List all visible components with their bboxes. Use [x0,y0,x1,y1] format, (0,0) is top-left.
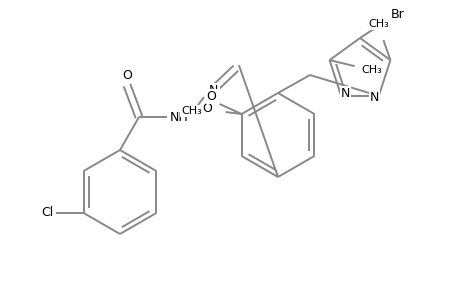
Text: O: O [206,89,216,103]
Text: NH: NH [169,111,188,124]
Text: Cl: Cl [41,206,54,220]
Text: N: N [369,92,379,104]
Text: Br: Br [390,8,404,22]
Text: CH₃: CH₃ [367,19,388,29]
Text: O: O [122,69,132,82]
Text: O: O [202,101,212,115]
Text: CH₃: CH₃ [360,65,381,75]
Text: N: N [340,87,349,101]
Text: N: N [209,84,218,97]
Text: CH₃: CH₃ [181,106,202,116]
